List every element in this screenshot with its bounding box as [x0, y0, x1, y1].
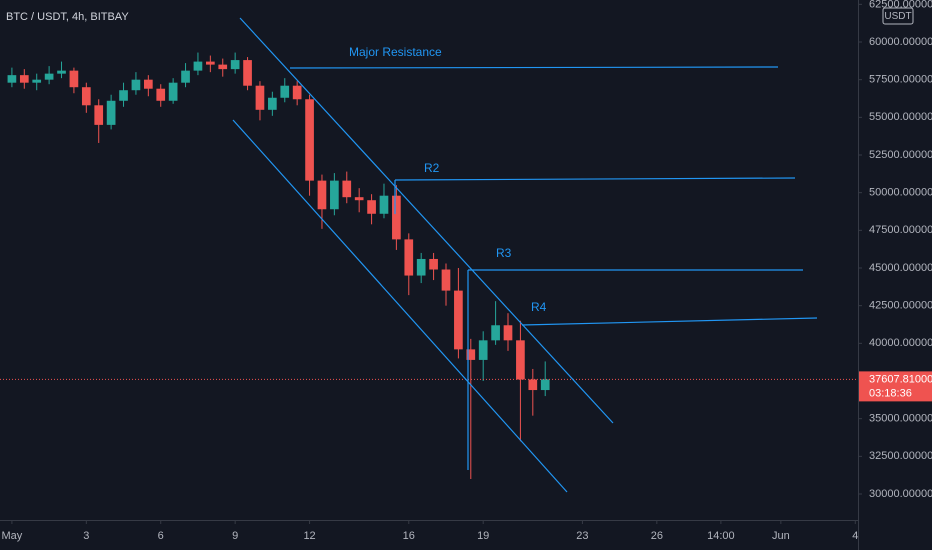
candle-body	[317, 180, 327, 210]
y-tick-label: 35000.000000	[869, 413, 932, 425]
x-tick-label: 19	[477, 530, 489, 542]
currency-box[interactable]	[882, 7, 914, 25]
y-tick-label: 62500.000000	[869, 0, 932, 10]
candle-body	[81, 87, 91, 106]
candle-body	[404, 239, 414, 276]
candle-body	[466, 349, 476, 360]
candle-body	[193, 61, 203, 71]
candle-body	[292, 85, 302, 100]
candle-body	[429, 258, 438, 270]
last-price-box	[859, 371, 932, 402]
candle-body	[503, 325, 513, 341]
x-tick-label: 4	[852, 530, 858, 542]
resistance-line	[394, 177, 796, 181]
x-tick-label: May	[2, 530, 23, 542]
candle-body	[354, 197, 364, 201]
x-tick-label: 12	[303, 530, 315, 542]
x-tick-label: 3	[83, 530, 89, 542]
currency[interactable]: USDT	[884, 11, 911, 22]
candle-body	[342, 180, 352, 198]
resistance-line	[521, 317, 818, 326]
candle-body	[57, 70, 66, 74]
candle-body	[441, 269, 451, 291]
annotation: R4	[531, 300, 547, 314]
chart-title: BTC / USDT, 4h, BITBAY	[6, 11, 129, 23]
y-tick-label: 55000.000000	[869, 111, 932, 123]
candle-body	[119, 90, 128, 101]
candle-body	[280, 85, 290, 98]
candle-body	[516, 340, 525, 380]
candle-body	[255, 85, 265, 110]
candle-body	[454, 290, 463, 350]
y-tick-label: 50000.000000	[869, 187, 932, 199]
candle-body	[540, 379, 550, 391]
candle-body	[44, 73, 54, 80]
x-tick-label: 26	[651, 530, 663, 542]
candle-body	[206, 61, 215, 65]
candle-body	[243, 60, 252, 86]
annotation: R3	[496, 246, 512, 260]
candle-body	[168, 82, 178, 101]
candle-body	[69, 70, 79, 88]
candle-body	[19, 75, 29, 83]
x-tick-label: Jun	[772, 530, 790, 542]
channel-lower	[232, 119, 568, 493]
annotation: Major Resistance	[349, 45, 442, 59]
candle-body	[528, 379, 538, 391]
candle-body	[330, 180, 339, 210]
y-tick-label: 52500.000000	[869, 149, 932, 161]
y-tick-label: 47500.000000	[869, 224, 932, 236]
candle-body	[106, 100, 116, 125]
plot	[0, 52, 858, 479]
candle-body	[392, 195, 401, 240]
candle-body	[181, 70, 190, 83]
x-tick-label: 16	[403, 530, 415, 542]
candle-body	[218, 64, 228, 70]
candle-body	[379, 195, 389, 214]
candle-body	[268, 97, 277, 110]
x-tick-label: 9	[232, 530, 238, 542]
countdown: 03:18:36	[869, 387, 912, 399]
candle-body	[416, 258, 426, 276]
x-tick-label: 6	[158, 530, 164, 542]
drawings	[232, 17, 818, 493]
x-tick-label: 23	[576, 530, 588, 542]
y-tick-label: 57500.000000	[869, 74, 932, 86]
x-tick-label: 14:00	[707, 530, 735, 542]
candle-body	[32, 79, 42, 83]
y-tick-label: 42500.000000	[869, 300, 932, 312]
channel-upper	[239, 17, 614, 424]
candle-body	[131, 79, 141, 91]
y-tick-label: 30000.000000	[869, 488, 932, 500]
y-tick-label: 32500.000000	[869, 450, 932, 462]
candle-body	[94, 105, 104, 125]
y-tick-label: 40000.000000	[869, 337, 932, 349]
candle-body	[230, 60, 240, 70]
candle-body	[305, 99, 314, 181]
candle-body	[367, 200, 376, 214]
candle-body	[491, 325, 500, 341]
y-tick-label: 45000.000000	[869, 262, 932, 274]
candle-body	[7, 75, 17, 83]
candle-body	[143, 79, 153, 89]
resistance-line	[289, 66, 779, 69]
candle-body	[478, 340, 488, 360]
candle-body	[156, 88, 166, 101]
annotation: R2	[424, 161, 440, 175]
y-tick-label: 60000.000000	[869, 36, 932, 48]
